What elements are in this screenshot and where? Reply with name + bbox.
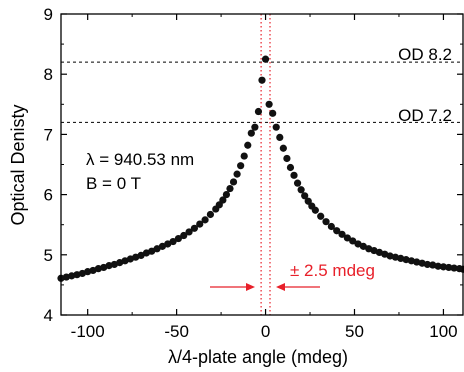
data-point: [251, 123, 259, 131]
y-axis-title: Optical Denisty: [8, 104, 28, 225]
data-point: [290, 171, 298, 179]
y-axis-ticks: 4 5 6 7 8 9: [44, 5, 463, 325]
data-point: [180, 231, 188, 240]
data-point: [297, 186, 305, 194]
data-point: [169, 237, 177, 246]
x-tick-label: 50: [345, 322, 364, 341]
right-arrow-head: [276, 283, 285, 291]
data-point: [286, 163, 295, 172]
data-point: [338, 230, 346, 238]
y-tick-label: 5: [44, 246, 53, 265]
data-points: [57, 55, 464, 282]
data-point: [196, 220, 204, 228]
x-tick-label: -100: [71, 322, 105, 341]
data-point: [174, 234, 182, 243]
x-axis-title: λ/4-plate angle (mdeg): [168, 347, 348, 367]
data-point: [333, 227, 341, 235]
data-point: [258, 76, 266, 84]
data-point: [254, 107, 263, 116]
data-point: [322, 218, 330, 226]
data-point: [439, 263, 448, 271]
data-point: [445, 263, 453, 272]
width-annotation: ± 2.5 mdeg: [290, 261, 375, 280]
x-axis-ticks: -100 -50 0 50 100: [71, 14, 458, 341]
data-point: [301, 192, 309, 200]
data-point: [185, 228, 193, 236]
data-point: [229, 178, 238, 186]
data-point: [279, 144, 287, 152]
left-arrow-head: [246, 283, 255, 291]
data-point: [240, 152, 248, 160]
wavelength-annotation: λ = 940.53 nm: [86, 150, 194, 169]
data-point: [265, 100, 273, 108]
od-reference-lines: [61, 61, 463, 123]
data-point: [237, 162, 245, 170]
data-point: [206, 210, 215, 219]
y-tick-label: 6: [44, 186, 53, 205]
data-point: [247, 129, 255, 137]
data-point: [311, 206, 319, 214]
data-point: [293, 179, 302, 187]
x-tick-label: 100: [429, 322, 457, 341]
y-tick-label: 4: [44, 306, 53, 325]
data-point: [190, 224, 199, 232]
data-point: [276, 133, 284, 142]
od-8-2-label: OD 8.2: [398, 45, 452, 64]
data-point: [269, 109, 277, 117]
data-point: [222, 191, 231, 199]
data-point: [343, 234, 351, 242]
data-point: [201, 216, 209, 224]
data-point: [317, 212, 325, 220]
data-point: [261, 55, 270, 63]
data-point: [233, 170, 241, 178]
data-point: [434, 262, 442, 270]
x-tick-label: 0: [261, 322, 270, 341]
data-point: [349, 237, 357, 245]
od-7-2-label: OD 7.2: [398, 106, 452, 125]
data-point: [423, 260, 432, 269]
data-point: [327, 222, 335, 231]
y-tick-label: 9: [44, 5, 53, 24]
width-arrows: [210, 283, 320, 291]
data-point: [219, 196, 227, 204]
field-annotation: B = 0 T: [86, 174, 141, 193]
y-tick-label: 8: [44, 65, 53, 84]
data-point: [244, 141, 252, 149]
x-tick-label: -50: [164, 322, 189, 341]
data-point: [450, 264, 458, 272]
data-point: [283, 154, 291, 163]
data-point: [272, 123, 280, 131]
y-tick-label: 7: [44, 125, 53, 144]
data-point: [226, 184, 234, 193]
